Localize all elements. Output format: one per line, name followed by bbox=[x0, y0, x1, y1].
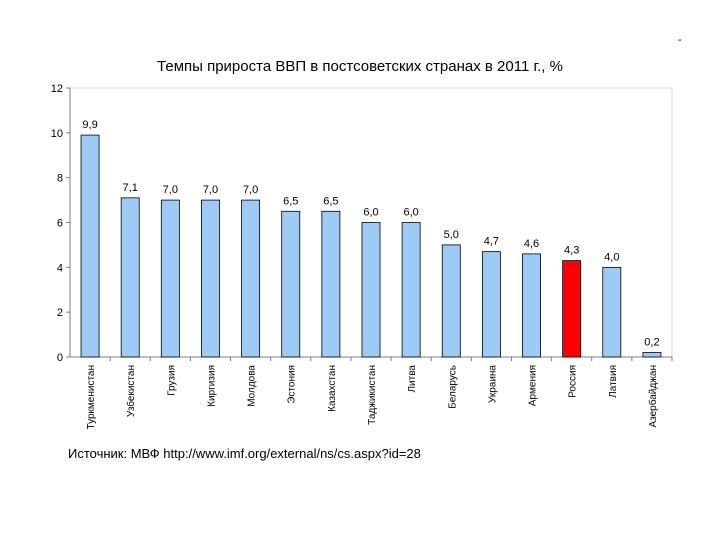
bar-12 bbox=[522, 253, 541, 358]
x-tick-label: Латвия bbox=[608, 365, 619, 398]
bar-5 bbox=[241, 199, 261, 358]
data-label: 4,3 bbox=[564, 245, 579, 257]
y-tick-label: 0 bbox=[57, 352, 63, 364]
bar-15 bbox=[642, 352, 662, 358]
y-tick-label: 2 bbox=[57, 307, 63, 319]
bar-7 bbox=[321, 210, 341, 358]
data-label: 4,0 bbox=[604, 251, 619, 263]
y-tick-label: 12 bbox=[51, 83, 63, 95]
bar-3 bbox=[160, 199, 180, 358]
x-tick-label: Киргизия bbox=[206, 365, 217, 407]
y-tick-label: 6 bbox=[57, 218, 63, 230]
x-tick-label: Казахстан bbox=[327, 365, 338, 412]
data-label: 6,0 bbox=[403, 207, 418, 219]
y-tick-label: 8 bbox=[57, 173, 63, 185]
x-tick-label: Литва bbox=[407, 365, 418, 393]
x-tick-label: Азербайджан bbox=[647, 365, 659, 428]
data-label: 6,0 bbox=[363, 207, 378, 219]
x-tick-label: Туркменистан bbox=[86, 365, 97, 429]
bar-11 bbox=[481, 251, 501, 358]
x-tick-label: Молдова bbox=[247, 365, 258, 407]
data-label: 4,6 bbox=[524, 238, 539, 250]
x-tick-label: Эстония bbox=[287, 365, 298, 404]
bar-9 bbox=[401, 222, 421, 358]
data-label: 6,5 bbox=[323, 195, 338, 207]
x-tick-label: Россия bbox=[568, 365, 579, 398]
data-label: 9,9 bbox=[82, 119, 97, 131]
bar-13 bbox=[562, 260, 582, 358]
x-tick-label: Узбекистан bbox=[125, 365, 137, 417]
data-label: 0,2 bbox=[644, 337, 659, 349]
data-label: 7,1 bbox=[123, 182, 138, 194]
x-tick-label: Грузия bbox=[166, 365, 177, 396]
x-tick-label: Армения bbox=[528, 365, 539, 406]
data-label: 4,7 bbox=[484, 236, 499, 248]
bar-2 bbox=[120, 197, 140, 358]
bar-10 bbox=[441, 244, 461, 358]
source-note: Источник: МВФ http://www.imf.org/externa… bbox=[68, 446, 421, 461]
bar-14 bbox=[602, 266, 622, 358]
bar-1 bbox=[80, 134, 100, 358]
data-label: 6,5 bbox=[283, 195, 298, 207]
y-tick-label: 10 bbox=[51, 128, 63, 140]
corner-mark: - bbox=[678, 34, 682, 46]
bar-8 bbox=[361, 222, 381, 358]
bar-4 bbox=[201, 199, 220, 358]
x-tick-label: Украина bbox=[487, 365, 498, 404]
data-label: 5,0 bbox=[444, 229, 459, 241]
data-label: 7,0 bbox=[163, 184, 178, 196]
data-label: 7,0 bbox=[203, 184, 218, 196]
x-tick-label: Беларусь bbox=[447, 365, 458, 409]
y-tick-label: 4 bbox=[57, 262, 63, 274]
x-tick-label: Таджикистан bbox=[367, 365, 378, 425]
bar-6 bbox=[281, 210, 301, 358]
data-label: 7,0 bbox=[243, 184, 258, 196]
chart-title: Темпы прироста ВВП в постсоветских стран… bbox=[157, 58, 563, 75]
